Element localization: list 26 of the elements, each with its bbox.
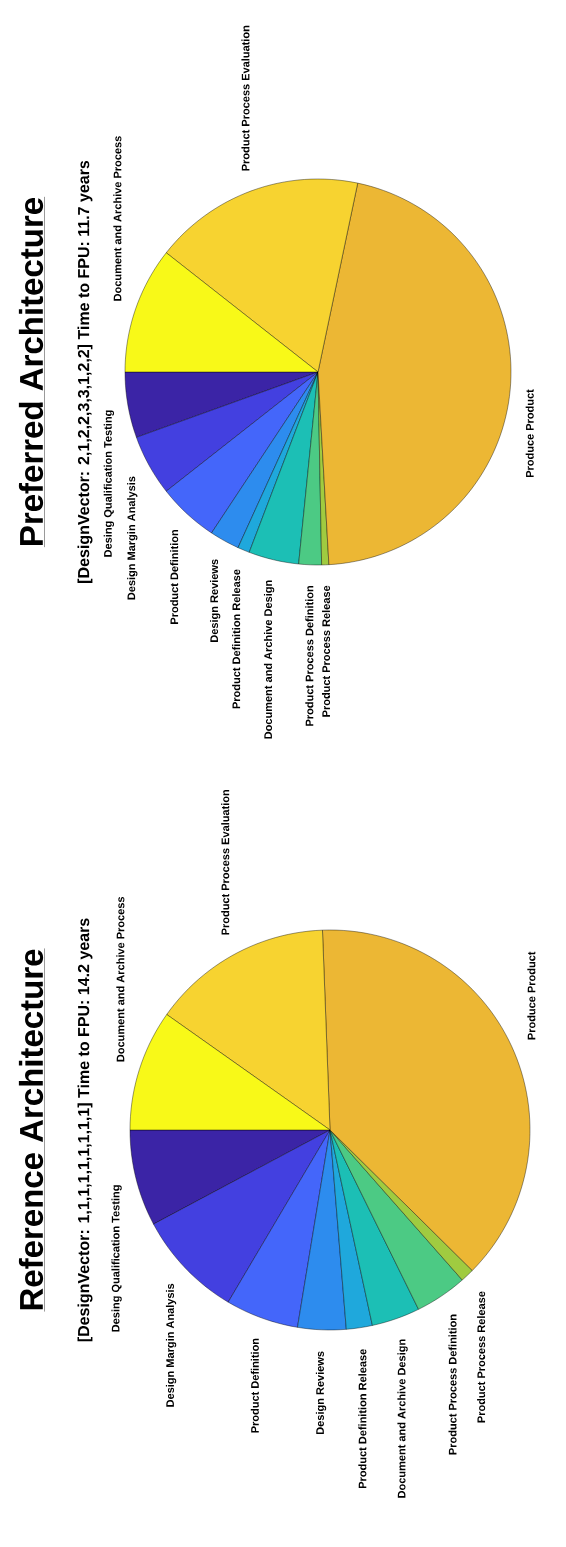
slice-label: Design Reviews — [209, 559, 221, 642]
text: [DesignVector: 1,1,1,1,1,1,1,1,1] Time to FPU: 14.2 years — [77, 918, 93, 1342]
slice-label: Design Margin Analysis — [165, 1283, 177, 1407]
slice-label: Design Margin Analysis — [127, 476, 138, 600]
slice-label: Document and Archive Design — [263, 580, 275, 739]
slice-label: Produce Product — [525, 389, 534, 478]
slice-label: Product Definition Release — [358, 1349, 367, 1489]
slice-label: Product Process Release — [321, 585, 331, 717]
text: Reference Architecture — [18, 949, 44, 1310]
slice-label: Product Process Definition — [305, 586, 314, 726]
slice-label: Product Process Evaluation — [221, 789, 230, 935]
slice-label: Produce Product — [527, 951, 536, 1040]
text: [DesignVector: 2,1,2,2,3,3,1,2,2] Time to FPU: 11.7 years — [77, 160, 93, 583]
slice-label: Document and Archive Process — [113, 136, 122, 301]
slice-label: Product Process Definition — [448, 1314, 457, 1455]
slice-label: Desing Qualification Testing — [111, 1185, 122, 1332]
slice-label: Design Reviews — [315, 1351, 327, 1435]
slice-label: Product Definition — [170, 529, 179, 624]
slice-label: Product Process Release — [477, 1291, 486, 1423]
slice-label: Product Process Evaluation — [241, 25, 250, 171]
slice-label: Desing Qualification Testing — [103, 410, 115, 557]
text: Preferred Architecture — [18, 198, 44, 545]
slice-label: Document and Archive Design — [397, 1339, 408, 1498]
slice-label: Product Definition Release — [232, 569, 241, 709]
slice-label: Document and Archive Process — [116, 896, 125, 1062]
slice-label: Product Definition — [250, 1338, 259, 1433]
